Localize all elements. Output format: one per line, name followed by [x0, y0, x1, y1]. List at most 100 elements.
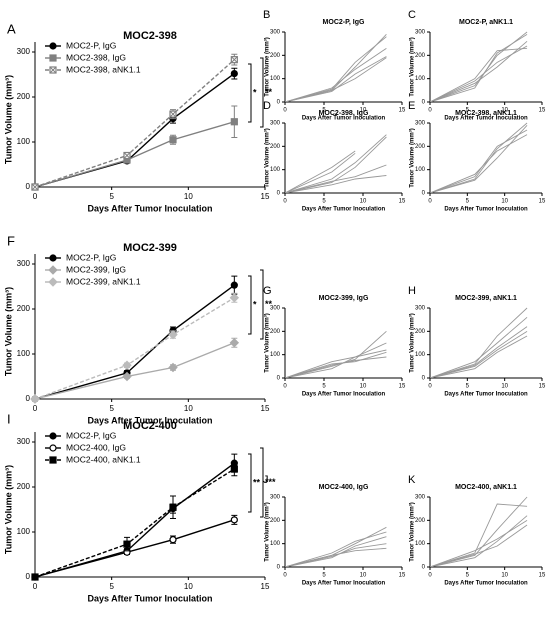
- x-tick-label: 0: [283, 573, 287, 579]
- panel-label: D: [263, 100, 271, 112]
- y-tick-label: 300: [415, 30, 426, 36]
- mouse-line: [285, 136, 387, 193]
- y-tick-label: 300: [270, 121, 281, 127]
- chart-title: MOC2-399, IgG: [319, 295, 369, 302]
- series-line: [34, 519, 235, 578]
- y-tick-label: 200: [17, 304, 31, 313]
- marker-cross: [49, 66, 57, 74]
- marker: [230, 69, 238, 78]
- marker: [168, 329, 178, 340]
- mouse-line: [285, 543, 387, 567]
- y-tick-label: 0: [26, 182, 31, 191]
- marker: [122, 371, 132, 382]
- y-axis-label: Tumor Volume (mm³): [264, 502, 271, 561]
- marker: [30, 394, 40, 404]
- chart-title: MOC2-398, IgG: [319, 110, 369, 117]
- panel-label: I: [7, 411, 11, 426]
- mouse-line: [430, 33, 528, 102]
- y-tick-label: 100: [17, 349, 31, 358]
- x-tick-label: 0: [428, 199, 432, 205]
- mouse-line: [430, 134, 528, 193]
- mouse-line: [430, 326, 528, 378]
- x-axis-label: Days After Tumor Inoculation: [444, 207, 528, 213]
- chart-title: MOC2-399, aNK1.1: [455, 295, 517, 302]
- x-tick-label: 5: [109, 582, 114, 591]
- y-tick-label: 0: [26, 394, 31, 403]
- series-line: [34, 284, 235, 400]
- x-tick-label: 10: [360, 199, 367, 205]
- mouse-line: [430, 125, 528, 193]
- x-axis-label: Days After Tumor Inoculation: [444, 581, 528, 587]
- x-tick-label: 0: [428, 384, 432, 390]
- y-tick-label: 0: [277, 100, 281, 106]
- legend-label: MOC2-400, IgG: [66, 442, 126, 452]
- y-tick-label: 100: [415, 76, 426, 82]
- x-tick-label: 15: [539, 199, 546, 205]
- marker: [230, 465, 238, 473]
- significance-label: **: [265, 87, 273, 97]
- mouse-line: [430, 519, 528, 567]
- mouse-line: [285, 36, 387, 102]
- legend-label: MOC2-399, aNK1.1: [66, 276, 141, 286]
- panel-label: A: [7, 21, 16, 36]
- x-tick-label: 0: [283, 384, 287, 390]
- mouse-line: [430, 515, 528, 567]
- y-tick-label: 200: [17, 482, 31, 491]
- significance-bracket: [260, 447, 264, 518]
- y-tick-label: 200: [270, 518, 281, 524]
- y-tick-label: 0: [422, 100, 426, 106]
- x-axis-label: Days After Tumor Inoculation: [302, 392, 386, 398]
- x-tick-label: 5: [466, 573, 470, 579]
- y-axis-label: Tumor Volume (mm³): [264, 313, 271, 372]
- y-tick-label: 300: [270, 306, 281, 312]
- significance-label: *: [253, 299, 257, 309]
- x-axis-label: Days After Tumor Inoculation: [444, 392, 528, 398]
- y-tick-label: 200: [415, 329, 426, 335]
- mouse-line: [430, 496, 528, 567]
- significance-label: *: [253, 87, 257, 97]
- y-tick-label: 0: [422, 565, 426, 571]
- marker: [31, 573, 39, 581]
- legend-label: MOC2-398, IgG: [66, 52, 126, 62]
- panel-label: K: [408, 474, 416, 486]
- x-axis-label: Days After Tumor Inoculation: [302, 581, 386, 587]
- mouse-line: [430, 129, 528, 193]
- x-tick-label: 0: [33, 192, 38, 201]
- y-tick-label: 100: [270, 541, 281, 547]
- mouse-line: [430, 330, 528, 378]
- legend-label: MOC2-P, IgG: [66, 430, 116, 440]
- mouse-line: [285, 175, 387, 193]
- marker-cross: [31, 183, 39, 191]
- x-tick-label: 10: [360, 108, 367, 114]
- marker-cross: [230, 56, 238, 64]
- x-tick-label: 15: [539, 108, 546, 114]
- x-tick-label: 5: [466, 384, 470, 390]
- mouse-line: [430, 503, 528, 567]
- mouse-line: [285, 47, 387, 102]
- x-tick-label: 0: [33, 582, 38, 591]
- significance-bracket: [248, 275, 252, 335]
- y-tick-label: 0: [422, 376, 426, 382]
- significance-bracket: [248, 453, 252, 513]
- y-tick-label: 100: [415, 352, 426, 358]
- y-tick-label: 100: [17, 527, 31, 536]
- y-tick-label: 300: [270, 30, 281, 36]
- series-line: [34, 121, 235, 188]
- mouse-line: [285, 536, 387, 567]
- significance-label: **: [265, 299, 273, 309]
- chart-title: MOC2-P, aNK1.1: [459, 19, 513, 26]
- y-tick-label: 100: [415, 167, 426, 173]
- series-line: [34, 468, 235, 578]
- marker: [229, 338, 240, 348]
- significance-bracket: [260, 269, 264, 340]
- x-axis-label: Days After Tumor Inoculation: [87, 415, 212, 425]
- marker: [230, 516, 238, 524]
- x-tick-label: 0: [428, 573, 432, 579]
- mouse-line: [285, 152, 356, 193]
- mouse-line: [285, 356, 387, 378]
- y-axis-label: Tumor Volume (mm³): [409, 128, 416, 187]
- mouse-line: [285, 56, 387, 102]
- y-tick-label: 300: [17, 47, 31, 56]
